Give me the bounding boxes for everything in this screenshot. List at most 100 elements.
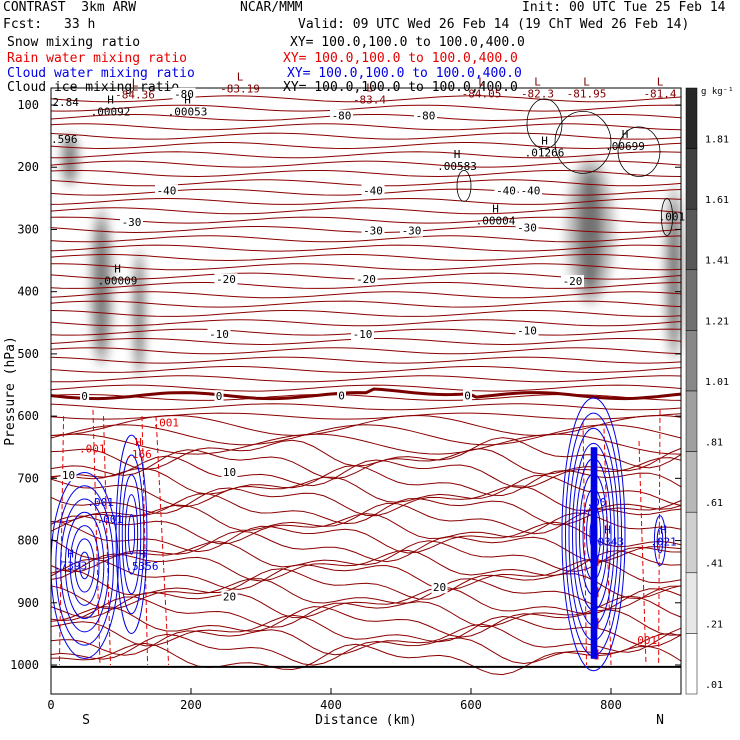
field-contour-label: .001 <box>153 416 180 429</box>
y-tick-label: 500 <box>17 347 39 361</box>
isotherm-line <box>50 244 682 252</box>
field-contour-label: .596 <box>51 133 78 146</box>
isotherm-line <box>50 291 682 299</box>
isotherm-label: -20 <box>356 273 376 286</box>
isotherm-line <box>50 347 682 355</box>
isotherm-line <box>50 310 682 317</box>
chart-header: CONTRAST 3km ARW NCAR/MMM Init: 00 UTC T… <box>0 0 740 100</box>
extremum-value: -81.4 <box>643 87 676 100</box>
isotherm-line <box>50 540 682 573</box>
colorbar-label: 1.81 <box>705 135 729 146</box>
isotherm-line <box>50 578 682 610</box>
cloud-contour <box>561 397 626 672</box>
colorbar-segment <box>685 572 698 634</box>
extremum-value: .166 <box>125 448 152 461</box>
contour-label-layer: -80 -80 -80 -40 -40 -40 -40 -30 -30 -30 -30 -20 -20 -… <box>51 70 685 647</box>
cloud-water-field-xy: XY= 100.0,100.0 to 100.0,400.0 <box>287 66 522 81</box>
colorbar-segment <box>685 208 698 271</box>
extremum-marker: L <box>132 77 139 90</box>
field-contour-label: .001 <box>97 513 124 526</box>
extremum-value: .00699 <box>605 140 645 153</box>
extremum-marker: H <box>114 263 121 276</box>
isotherm-line <box>50 586 682 619</box>
colorbar-label: 1.61 <box>705 195 729 206</box>
y-tick-label: 200 <box>17 160 39 174</box>
isotherm-line <box>50 319 682 327</box>
isotherm-line <box>50 455 682 489</box>
extremum-value: .01266 <box>525 146 565 159</box>
isotherm-line <box>50 300 682 308</box>
forecast-hour: 33 h <box>64 17 96 32</box>
colorbar-segment <box>685 633 698 695</box>
isotherm-line <box>50 530 682 563</box>
isotherm-label: -10 <box>209 328 229 341</box>
isotherm-line <box>50 437 682 470</box>
isotherm-line <box>50 142 682 150</box>
isotherm-line <box>50 568 682 600</box>
isotherm-line <box>50 606 682 638</box>
colorbar-segment <box>685 87 698 149</box>
cloud-contour <box>118 454 145 615</box>
south-label: S <box>82 713 90 728</box>
isotherm-label: -30 <box>122 216 142 229</box>
isotherm-line <box>50 160 682 168</box>
extremum-value: .00053 <box>168 105 208 118</box>
colorbar-segment <box>685 148 698 210</box>
freezing-level-line <box>50 387 682 401</box>
isotherm-line <box>50 132 682 140</box>
extremum-value: .5356 <box>125 560 158 573</box>
extremum-value: -83.19 <box>220 82 260 95</box>
extremum-marker: H <box>492 202 499 215</box>
field-contour-label: .001 <box>79 442 106 455</box>
extremum-value: -84.36 <box>115 89 155 102</box>
extremum-marker: L <box>534 75 541 88</box>
isotherm-label: -40 <box>496 184 516 197</box>
isotherm-line <box>50 151 682 159</box>
isotherm-label: 0 <box>81 390 88 403</box>
colorbar-segment <box>685 390 698 452</box>
snow-field-xy: XY= 100.0,100.0 to 100.0,400.0 <box>290 35 525 50</box>
x-axis-label: Distance (km) <box>315 713 417 728</box>
isotherm-line <box>50 384 682 392</box>
extremum-value: -82.3 <box>521 87 554 100</box>
isotherm-label: -20 <box>216 273 236 286</box>
extremum-value: .00583 <box>437 160 477 173</box>
isotherm-label: -40 <box>363 184 383 197</box>
isotherm-label: -20 <box>563 275 583 288</box>
field-contour-label: .001 <box>659 210 686 223</box>
colorbar-label: .61 <box>705 498 723 509</box>
y-tick-label: 300 <box>17 222 39 236</box>
rain-contour <box>638 440 647 666</box>
isotherm-label: 0 <box>464 390 471 403</box>
extremum-marker: H <box>135 436 142 449</box>
isotherm-layer <box>50 95 682 676</box>
forecast-label: Fcst: <box>3 17 43 32</box>
cloud-contour <box>64 511 105 620</box>
colorbar-label: .01 <box>705 680 723 691</box>
isotherm-line <box>50 197 682 205</box>
y-tick-label: 600 <box>17 409 39 423</box>
extremum-value: .7393 <box>54 560 87 573</box>
y-axis-label: Pressure (hPa) <box>3 336 18 446</box>
extremum-value: -84.05 <box>462 87 502 100</box>
extremum-value: -83.4 <box>353 94 386 107</box>
rain-contour <box>658 409 661 666</box>
center-label: NCAR/MMM <box>240 0 303 15</box>
cloud-contour <box>115 434 148 635</box>
cloud-ice-contour <box>661 198 674 237</box>
isotherm-line <box>50 366 682 374</box>
isotherm-line <box>50 632 682 666</box>
cloud-contour <box>74 538 95 593</box>
colorbar-unit: g kg⁻¹ <box>701 87 734 97</box>
x-tick-label: 200 <box>180 698 202 712</box>
rain-contour <box>141 416 149 666</box>
extremum-marker: L <box>132 80 139 93</box>
extremum-marker: H <box>67 548 74 561</box>
cloud-ice-contour <box>554 110 612 174</box>
init-time: Init: 00 UTC Tue 25 Feb 14 <box>522 0 726 15</box>
isotherm-label: 10 <box>223 466 236 479</box>
cloud-contour <box>124 494 139 575</box>
isotherm-line <box>50 356 682 364</box>
isotherm-label: -10 <box>517 324 537 337</box>
